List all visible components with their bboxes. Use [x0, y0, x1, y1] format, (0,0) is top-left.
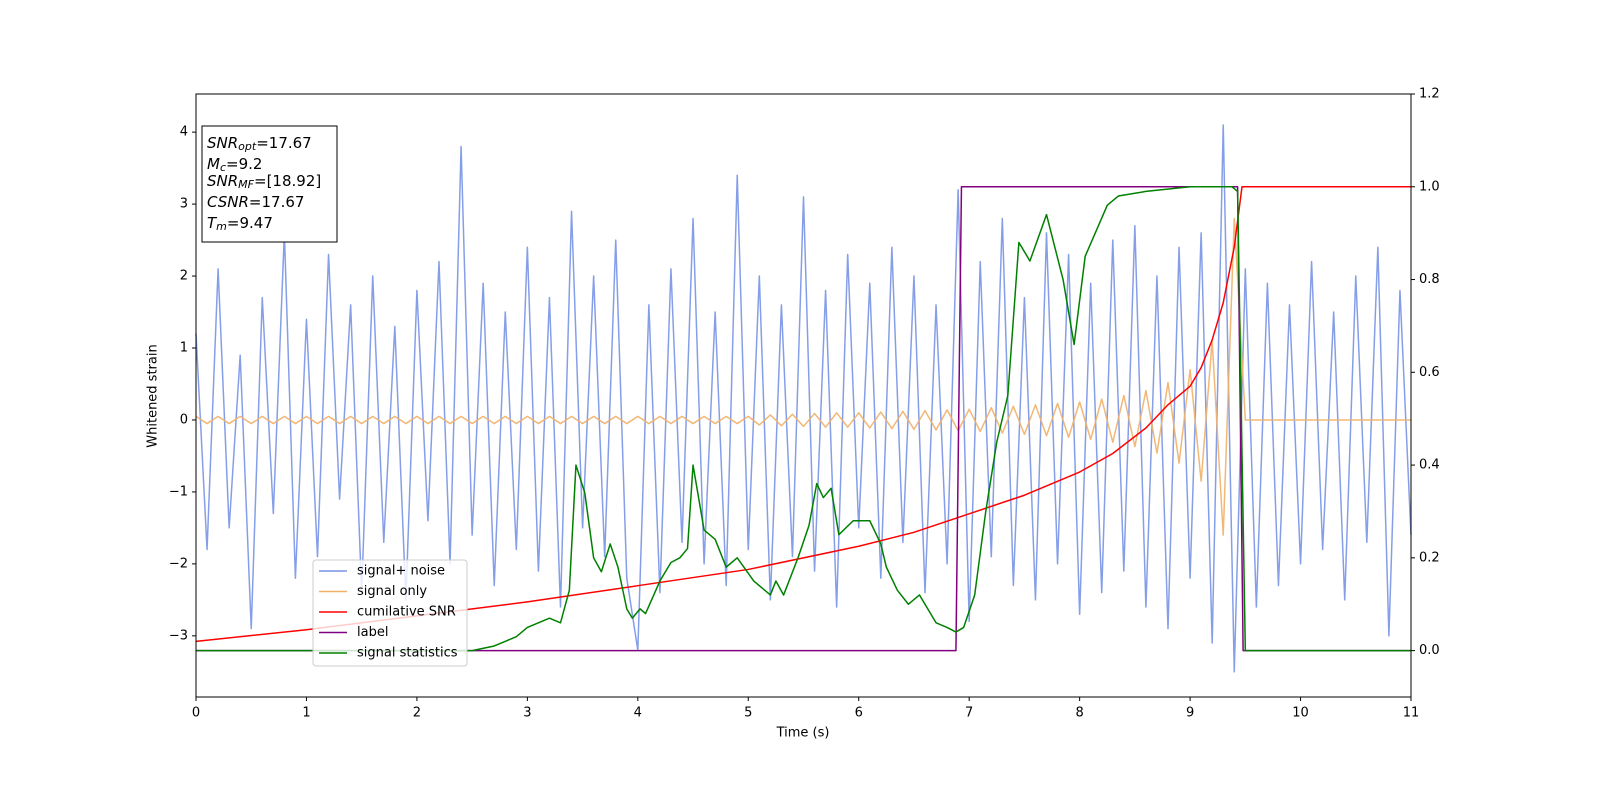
annotation-value: =17.67 [249, 193, 305, 211]
annotation-frame [201, 125, 338, 243]
y2-tick-label: 0.8 [1419, 272, 1440, 287]
annotation-sub: opt [238, 140, 257, 153]
y2-tick-label: 0.0 [1419, 643, 1440, 658]
annotation-box: SNRopt=17.67Mc=9.2SNRMF=[18.92]CSNR=17.6… [201, 125, 338, 243]
annotation-line: Mc=9.2 [207, 155, 262, 175]
y-tick-label: −3 [169, 628, 188, 643]
y-tick-label: 1 [180, 341, 188, 356]
x-tick-label: 3 [523, 706, 531, 721]
y-tick-label: −1 [169, 484, 188, 499]
annotation-value: =[18.92] [254, 172, 321, 190]
annotation-line: SNRMF=[18.92] [207, 172, 321, 192]
plot-area [195, 124, 1412, 673]
y-tick-label: −2 [169, 556, 188, 571]
x-tick-label: 8 [1075, 706, 1083, 721]
series-line [195, 124, 1412, 673]
x-tick-label: 4 [634, 706, 642, 721]
x-tick-label: 1 [302, 706, 310, 721]
y2-tick-label: 1.0 [1419, 179, 1440, 194]
y-tick-label: 3 [180, 197, 188, 212]
y-tick-label: 0 [180, 412, 188, 427]
legend-frame [312, 559, 468, 667]
legend-label: signal statistics [357, 646, 458, 661]
annotation-name: SNR [207, 134, 238, 152]
series-line [195, 186, 1411, 643]
series-line [195, 217, 1411, 536]
y2-tick-label: 1.2 [1419, 87, 1440, 102]
y-tick-label: 4 [180, 125, 188, 140]
y-axis-label: Whitened strain [146, 344, 161, 447]
x-tick-label: 11 [1403, 706, 1420, 721]
annotation-name: CSNR [207, 193, 249, 211]
annotation-name: SNR [207, 172, 238, 190]
annotation-name: M [207, 155, 220, 173]
legend-label: signal only [357, 584, 427, 599]
annotation-value: =9.47 [227, 214, 273, 232]
x-tick-label: 5 [744, 706, 752, 721]
annotation-line: Tm=9.47 [207, 214, 273, 234]
y2-tick-label: 0.2 [1419, 550, 1440, 565]
x-axis-label: Time (s) [776, 726, 830, 741]
y-tick-label: 2 [180, 269, 188, 284]
x-tick-label: 6 [855, 706, 863, 721]
annotation-sub: c [220, 161, 226, 174]
annotation-sub: MF [238, 178, 254, 191]
x-tick-label: 7 [965, 706, 973, 721]
annotation-line: SNRopt=17.67 [207, 134, 312, 154]
legend-label: label [357, 625, 388, 640]
annotation-sub: m [216, 220, 227, 233]
series-line [196, 186, 1411, 652]
x-tick-label: 2 [413, 706, 421, 721]
annotation-value: =17.67 [256, 134, 312, 152]
x-tick-label: 10 [1292, 706, 1309, 721]
annotation-value: =9.2 [226, 155, 262, 173]
y2-tick-label: 0.6 [1419, 365, 1440, 380]
legend-label: signal+ noise [357, 564, 445, 579]
x-tick-label: 9 [1186, 706, 1194, 721]
legend: signal+ noise signal only cumilative SNR la… [312, 559, 468, 667]
annotation-line: CSNR=17.67 [207, 193, 304, 211]
x-tick-label: 0 [192, 706, 200, 721]
legend-label: cumilative SNR [357, 605, 456, 620]
axes-frame [195, 93, 1412, 698]
annotation-name: T [207, 214, 218, 232]
y2-tick-label: 0.4 [1419, 458, 1440, 473]
